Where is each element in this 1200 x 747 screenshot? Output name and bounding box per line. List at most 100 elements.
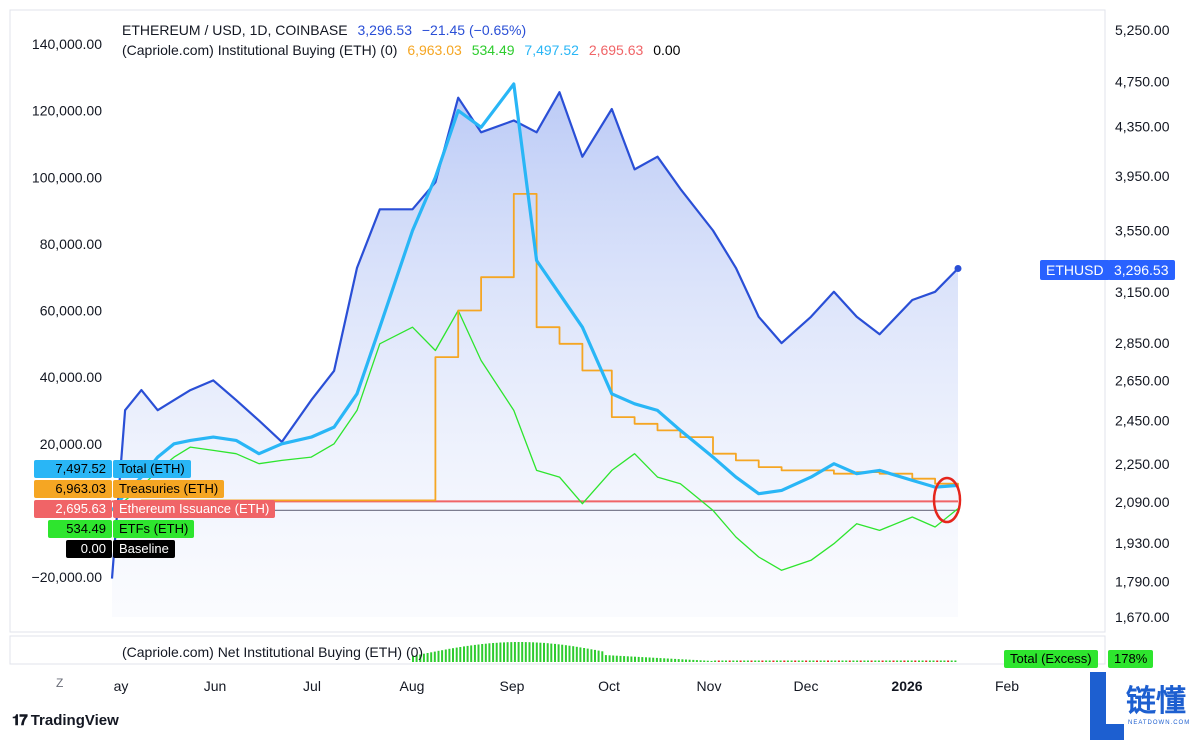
x-label-2026: 2026 <box>891 678 923 694</box>
sub-pane-bar <box>572 646 575 662</box>
series-etfs-line <box>111 309 959 571</box>
sub-pane-bar <box>473 644 476 662</box>
sub-pane-bar <box>466 645 469 662</box>
sub-pane-bar <box>503 642 505 662</box>
sub-pane-bar <box>641 657 644 662</box>
sub-pane-bar <box>794 660 797 662</box>
left-axis-tick-label: 120,000.00 <box>32 103 102 119</box>
sub-pane-bar <box>463 646 465 662</box>
sub-pane-bar <box>892 660 895 662</box>
right-axis-tick-label: 3,550.00 <box>1115 223 1170 239</box>
sub-pane-bar <box>619 655 622 662</box>
sub-pane-bar <box>768 660 771 662</box>
ind-value-issuance: 2,695.63 <box>588 42 644 58</box>
sub-pane-bar <box>681 659 684 662</box>
sub-pane-bar <box>841 660 844 662</box>
sub-pane-bar <box>837 660 840 662</box>
sub-pane-bar <box>827 660 829 662</box>
right-axis-tick-label: 4,350.00 <box>1115 118 1170 134</box>
sub-pane-bar <box>779 660 782 662</box>
sub-pane-bar <box>856 660 859 662</box>
sub-pane-bar <box>430 652 433 662</box>
sub-pane-bar <box>834 660 837 662</box>
sub-pane-bar <box>863 660 866 662</box>
sub-pane-bar <box>568 645 571 662</box>
sub-pane-bar <box>710 660 713 662</box>
left-axis-tick-label: 140,000.00 <box>32 36 102 52</box>
timezone-z-button[interactable]: Z <box>56 676 64 690</box>
tag-baseline-value: 0.00 <box>66 540 112 558</box>
sub-pane-bar <box>918 660 920 662</box>
sub-pane-bar <box>561 644 564 662</box>
x-label-dec: Dec <box>793 678 819 694</box>
sub-pane-bar <box>655 657 658 662</box>
sub-pane-bar <box>816 660 818 662</box>
tradingview-logo: 𝟏𝟕 TradingView <box>12 712 119 729</box>
x-label-nov: Nov <box>696 678 722 694</box>
right-axis-tick-label: 2,450.00 <box>1115 413 1170 429</box>
sub-pane-right-label: Total (Excess) <box>1004 650 1098 668</box>
tag-issuance-label: Ethereum Issuance (ETH) <box>113 500 276 518</box>
sub-pane-bar <box>448 648 451 662</box>
sub-pane-bar <box>554 643 556 662</box>
sub-pane-bar <box>601 651 604 662</box>
price-tag-symbol: ETHUSD <box>1040 260 1110 280</box>
sub-pane-bar <box>597 650 600 662</box>
sub-pane-bar <box>870 660 873 662</box>
sub-pane-bar <box>550 643 553 662</box>
sub-pane-bar <box>557 644 560 662</box>
sub-pane-bar <box>685 659 687 662</box>
sub-pane-bar <box>739 660 742 662</box>
left-axis-tick-label: 80,000.00 <box>40 236 102 252</box>
sub-pane-bar <box>801 660 804 662</box>
watermark-sub-text: NEATDOWN.COM <box>1128 720 1191 726</box>
right-axis-tick-label: 3,950.00 <box>1115 168 1170 184</box>
sub-pane-bar <box>910 660 913 662</box>
sub-pane-bar <box>422 653 425 662</box>
sub-pane-bar <box>808 660 811 662</box>
ind-value-total: 7,497.52 <box>524 42 579 58</box>
sub-pane-bar <box>517 642 520 662</box>
x-label-feb: Feb <box>994 678 1020 694</box>
sub-pane-bar <box>877 660 880 662</box>
sub-pane-bar <box>415 655 418 662</box>
indicator-header: (Capriole.com) Institutional Buying (ETH… <box>122 42 686 58</box>
sub-pane-bar <box>743 660 746 662</box>
sub-pane-bar <box>757 660 760 662</box>
sub-pane-bar <box>699 660 702 662</box>
sub-pane-bar <box>604 655 607 662</box>
sub-pane-bar <box>932 660 935 662</box>
sub-pane-bar <box>546 643 549 662</box>
sub-pane-bar <box>903 660 906 662</box>
ind-value-baseline: 0.00 <box>653 42 681 58</box>
series-total-line <box>110 82 959 512</box>
right-axis-tick-label: 2,850.00 <box>1115 335 1170 351</box>
sub-pane-label: (Capriole.com) Net Institutional Buying … <box>122 644 424 660</box>
sub-pane-bar <box>623 656 626 662</box>
sub-pane-bar <box>947 660 950 662</box>
main-pane-frame <box>9 9 1106 633</box>
sub-pane-bar <box>579 647 582 662</box>
sub-pane-bar <box>717 660 720 662</box>
tag-total-value: 7,497.52 <box>34 460 112 478</box>
x-label-jun: Jun <box>203 678 227 694</box>
sub-pane-bar <box>677 659 680 662</box>
sub-pane-bar <box>452 648 454 662</box>
tag-treasuries-value: 6,963.03 <box>34 480 112 498</box>
sub-pane-bar <box>594 649 596 662</box>
sub-pane-bar <box>535 642 538 662</box>
sub-pane-bar <box>896 660 899 662</box>
sub-pane-bar <box>521 642 524 662</box>
sub-pane-bar <box>939 660 942 662</box>
sub-pane-bar <box>481 644 484 662</box>
sub-pane-bar <box>805 660 808 662</box>
sub-pane-bar <box>441 650 444 662</box>
sub-pane-bar <box>510 642 513 662</box>
sub-pane-bar <box>543 642 545 662</box>
sub-pane-bar <box>652 657 655 662</box>
sub-pane-bar <box>907 660 909 662</box>
sub-pane-bar <box>575 646 578 662</box>
sub-pane-bar <box>426 653 429 662</box>
sub-pane-bar <box>732 660 735 662</box>
